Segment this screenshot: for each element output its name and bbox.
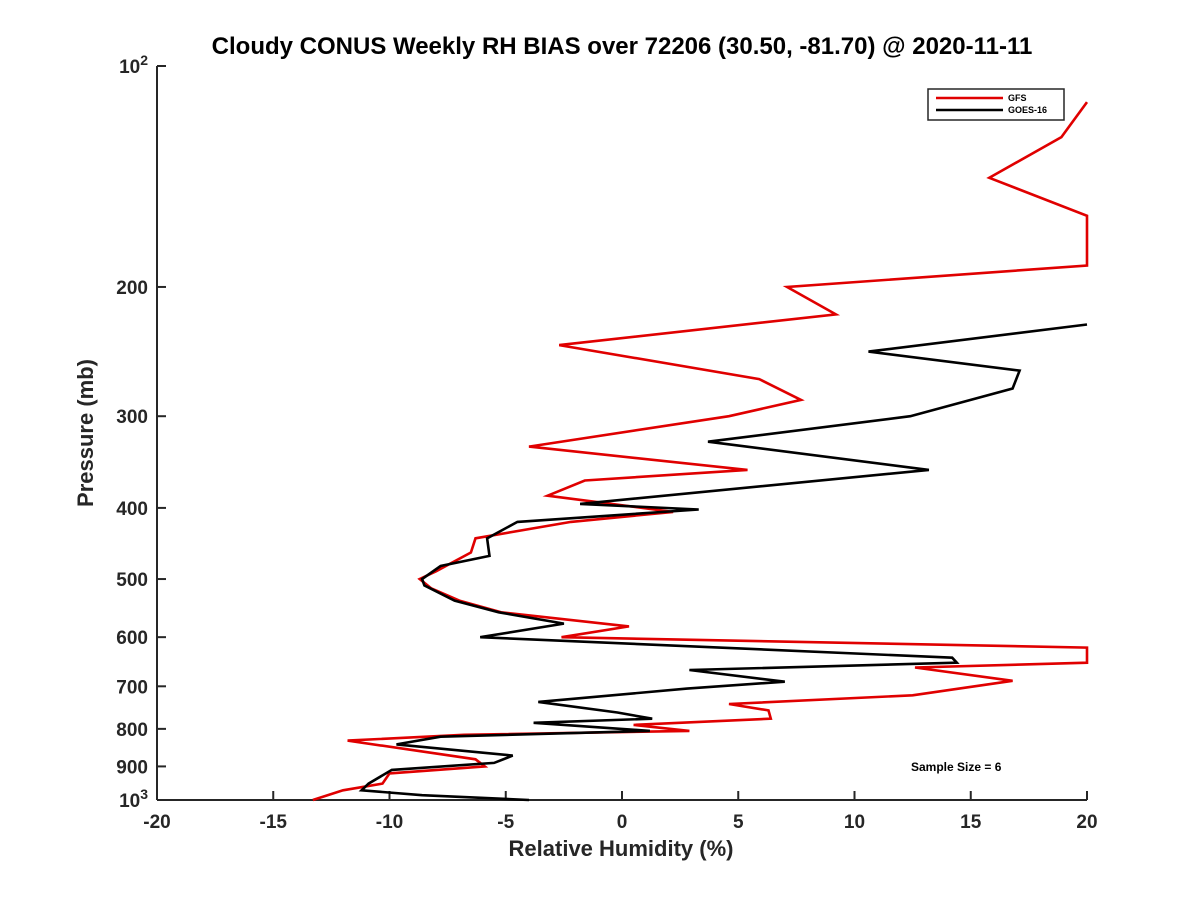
y-ticks: 102 200 300 400 500 600 700 800 900 103 xyxy=(116,52,166,812)
x-tick-label: -15 xyxy=(260,812,288,833)
x-tick-label: 10 xyxy=(844,812,865,833)
legend: GFS GOES-16 xyxy=(927,88,1065,121)
y-tick-label: 300 xyxy=(116,407,148,428)
x-tick-label: 20 xyxy=(1076,812,1097,833)
x-tick-label: -20 xyxy=(143,812,170,833)
series-line-goes-16 xyxy=(358,323,1088,802)
y-tick-label: 500 xyxy=(116,570,148,591)
y-tick-label: 103 xyxy=(119,786,148,812)
y-tick-label: 900 xyxy=(116,757,148,778)
y-tick-label: 700 xyxy=(116,677,148,698)
x-axis-label: Relative Humidity (%) xyxy=(509,836,734,861)
chart-title: Cloudy CONUS Weekly RH BIAS over 72206 (… xyxy=(212,33,1033,60)
legend-gfs-label: GFS xyxy=(1008,93,1027,103)
sample-size-annotation: Sample Size = 6 xyxy=(911,760,1002,774)
y-tick-label: 200 xyxy=(116,278,148,299)
y-tick-label: 400 xyxy=(116,499,148,520)
x-tick-label: 15 xyxy=(960,812,982,833)
y-tick-label: 800 xyxy=(116,720,148,741)
series-group xyxy=(312,101,1089,802)
x-tick-label: 0 xyxy=(617,812,628,833)
x-ticks: -20 -15 -10 -5 0 5 10 15 20 xyxy=(143,791,1098,833)
x-tick-label: -5 xyxy=(497,812,514,833)
x-tick-label: 5 xyxy=(733,812,744,833)
y-tick-label: 102 xyxy=(119,52,148,78)
y-axis-label: Pressure (mb) xyxy=(73,359,98,507)
y-tick-label: 600 xyxy=(116,628,148,649)
legend-goes16-label: GOES-16 xyxy=(1008,105,1047,115)
legend-box xyxy=(927,88,1065,121)
x-tick-label: -10 xyxy=(376,812,403,833)
